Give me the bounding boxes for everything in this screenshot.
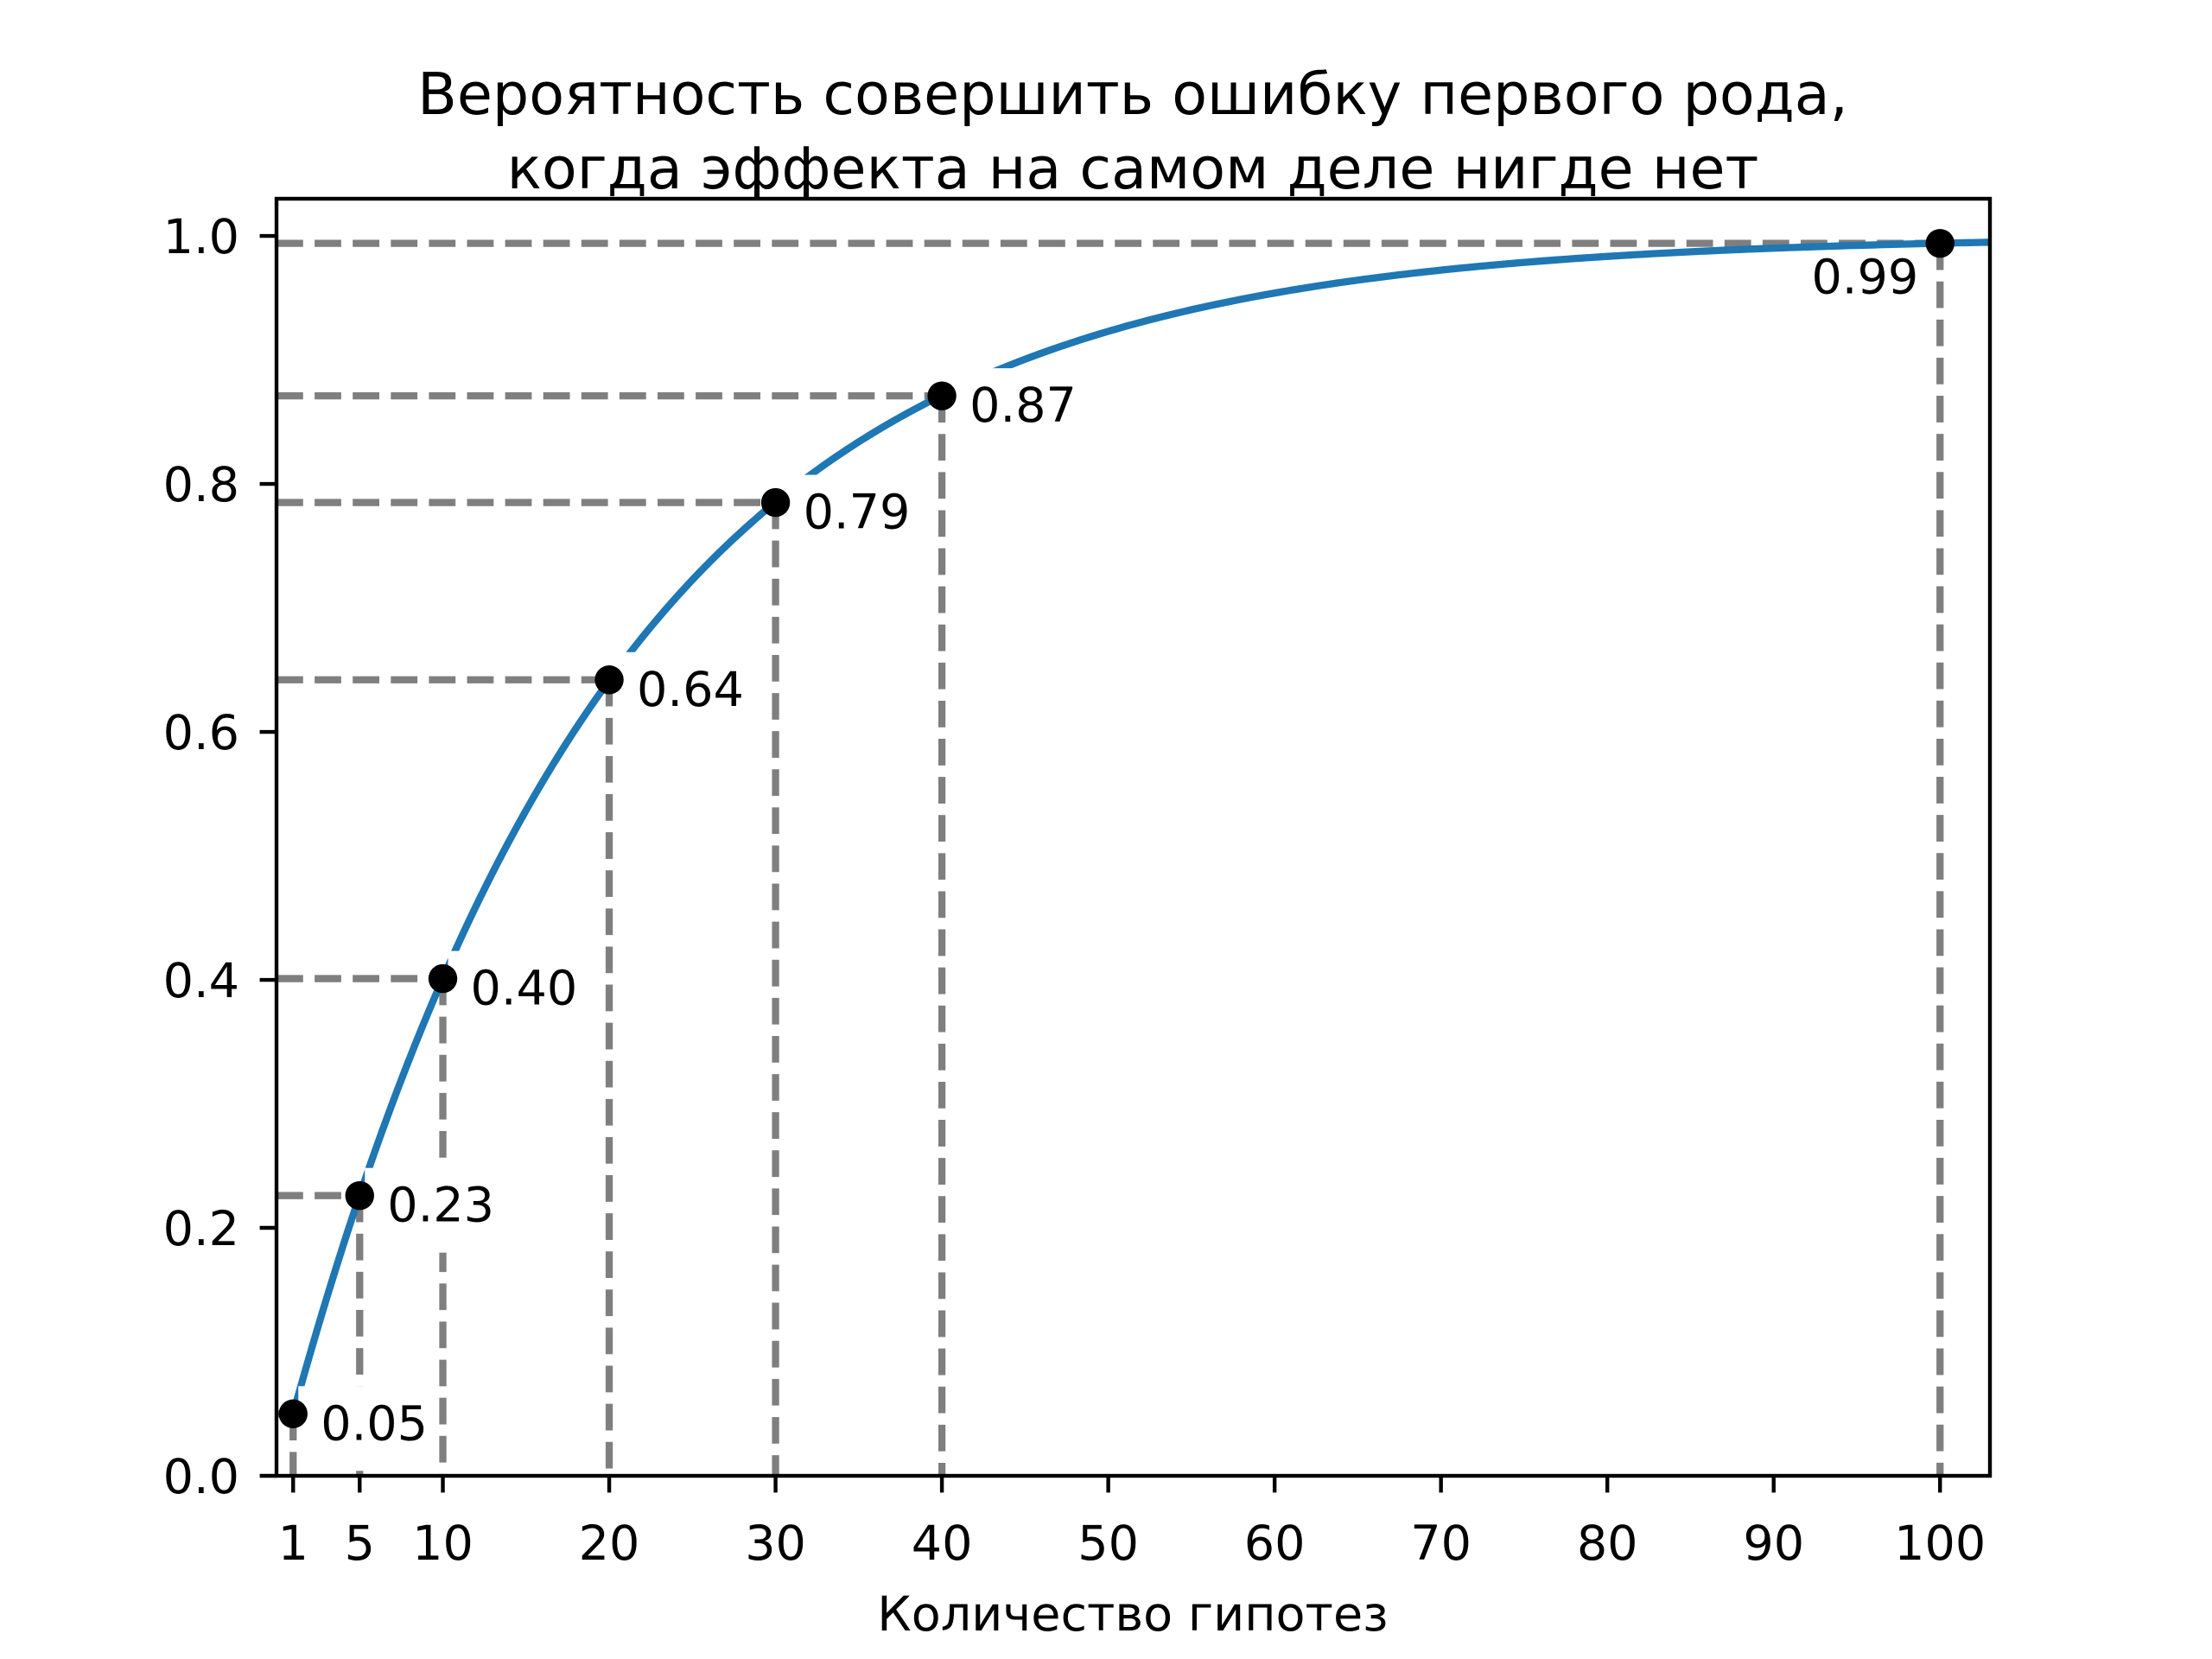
- y-tick-label: 1.0: [163, 209, 239, 265]
- y-tick-label: 0.4: [163, 953, 239, 1009]
- highlighted-points: [278, 228, 1955, 1428]
- y-tick-label: 0.0: [163, 1449, 239, 1505]
- data-point-marker: [927, 381, 957, 410]
- label-background: [298, 1386, 426, 1471]
- x-tick-label: 30: [745, 1516, 806, 1572]
- axes: 1 5 10 20 30 40 50 60 70 80 90 100 0.0 0.2 0.4 0.6 0.8 1…: [163, 196, 1993, 1643]
- point-value-label: 0.23: [387, 1178, 494, 1234]
- x-tick-label: 90: [1743, 1516, 1804, 1572]
- data-point-marker: [1925, 228, 1955, 258]
- point-value-label: 0.64: [637, 662, 744, 718]
- x-tick-label: 70: [1410, 1516, 1471, 1572]
- chart-title: Вероятность совершить ошибку первого род…: [417, 60, 1848, 202]
- x-tick-label: 1: [278, 1516, 308, 1572]
- x-tick-label: 20: [579, 1516, 640, 1572]
- title-line-1: Вероятность совершить ошибку первого род…: [417, 60, 1848, 128]
- y-tick-label: 0.6: [163, 705, 239, 761]
- x-tick-label: 100: [1894, 1516, 1986, 1572]
- label-background: [947, 368, 1075, 454]
- data-point-marker: [594, 665, 624, 695]
- x-tick-label: 50: [1077, 1516, 1139, 1572]
- title-line-2: когда эффекта на самом деле нигде нет: [507, 135, 1759, 202]
- label-background: [780, 474, 908, 560]
- label-background: [365, 1167, 493, 1253]
- probability-curve: [289, 238, 1990, 1415]
- y-axis-ticks: 0.0 0.2 0.4 0.6 0.8 1.0: [163, 209, 276, 1505]
- x-tick-label: 60: [1244, 1516, 1306, 1572]
- point-value-label: 0.87: [969, 378, 1077, 434]
- x-tick-label: 80: [1577, 1516, 1638, 1572]
- x-tick-label: 5: [345, 1516, 375, 1572]
- x-axis-label: Количество гипотез: [877, 1586, 1388, 1643]
- data-point-marker: [428, 963, 458, 994]
- axes-frame: [274, 196, 1993, 1478]
- point-value-label: 0.99: [1811, 250, 1918, 306]
- data-point-marker: [760, 487, 791, 518]
- x-axis-ticks: 1 5 10 20 30 40 50 60 70 80 90 100: [278, 1476, 1986, 1572]
- y-tick-label: 0.2: [163, 1201, 239, 1257]
- label-background: [614, 652, 742, 737]
- point-label-backgrounds: [298, 368, 1075, 1471]
- data-point-marker: [345, 1181, 374, 1211]
- y-tick-label: 0.8: [163, 457, 239, 513]
- x-tick-label: 40: [912, 1516, 973, 1572]
- point-value-label: 0.79: [804, 485, 911, 541]
- point-labels: 0.05 0.23 0.40 0.64 0.79 0.87 0.99: [321, 250, 1918, 1452]
- point-value-label: 0.05: [321, 1395, 428, 1452]
- point-value-label: 0.40: [471, 961, 578, 1017]
- label-background: [448, 950, 575, 1036]
- plot-area: 0.05 0.23 0.40 0.64 0.79 0.87 0.99: [276, 228, 1990, 1476]
- data-point-marker: [278, 1399, 308, 1428]
- x-tick-label: 10: [412, 1516, 474, 1572]
